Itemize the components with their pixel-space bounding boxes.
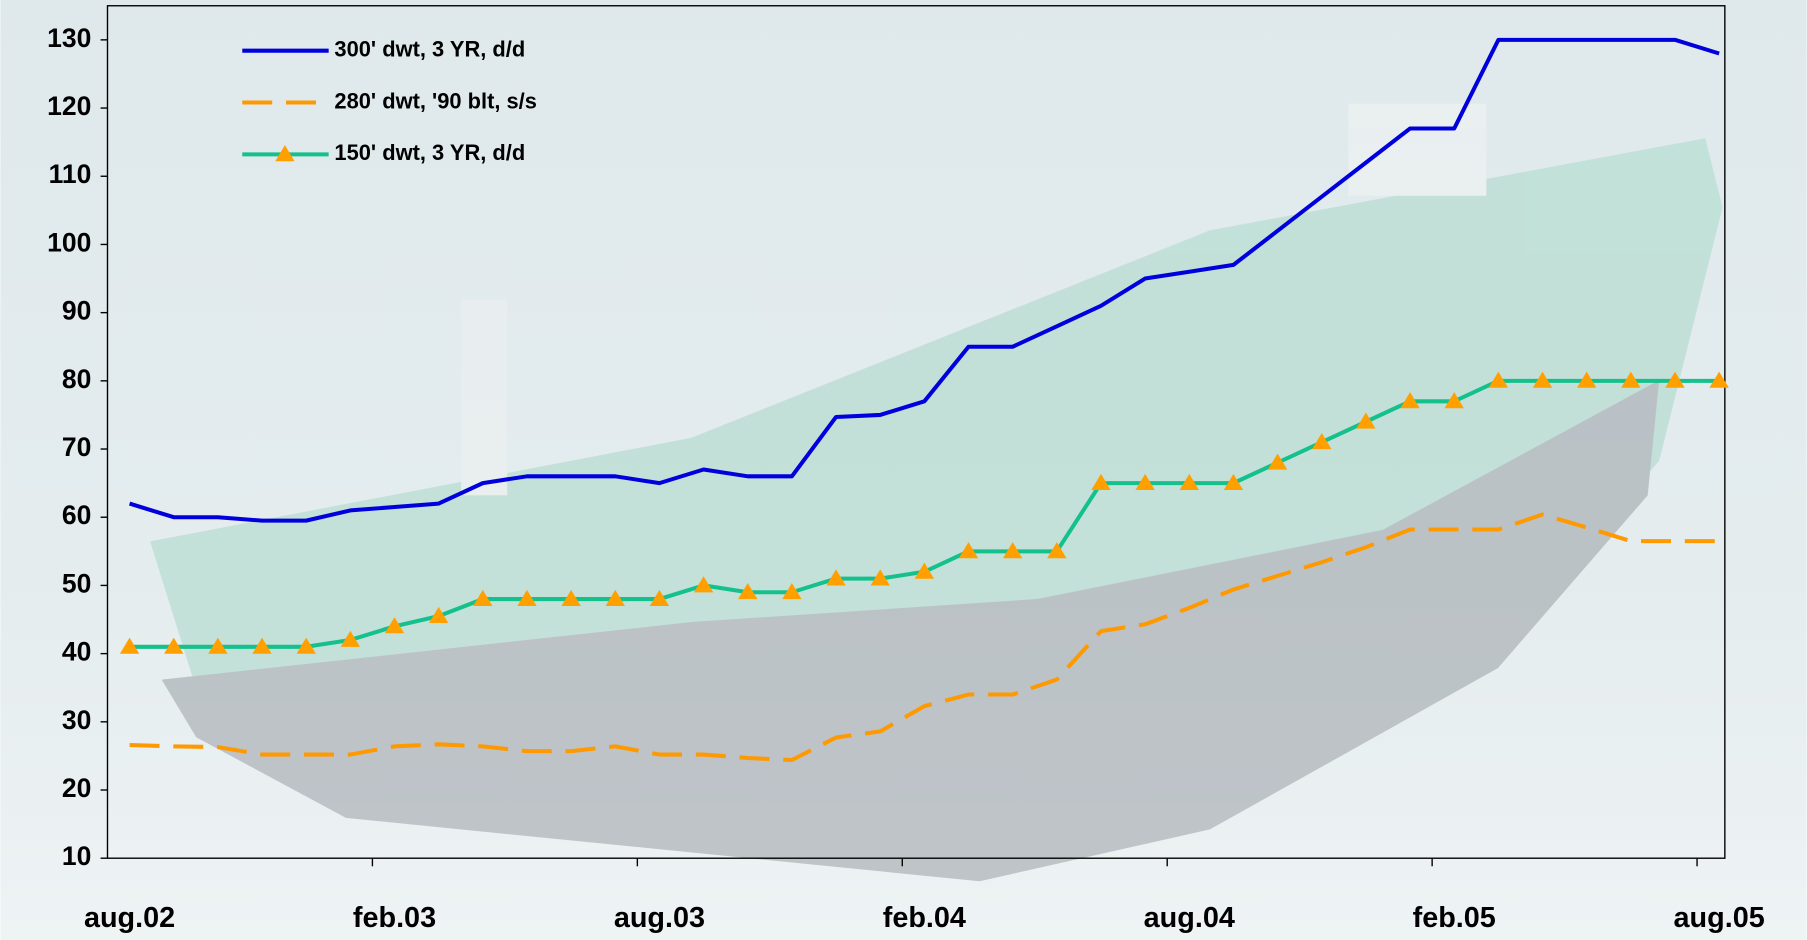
- y-tick-label: 30: [62, 705, 91, 735]
- point-marker: [1665, 371, 1685, 388]
- legend: 300' dwt, 3 YR, d/d 280' dwt, '90 blt, s/…: [242, 36, 537, 165]
- point-marker: [1267, 453, 1288, 470]
- y-tick-label: 130: [47, 23, 91, 53]
- point-marker: [1621, 371, 1641, 388]
- y-tick-label: 70: [62, 432, 91, 462]
- y-tick-label: 20: [62, 773, 91, 803]
- x-tick-label: aug.05: [1674, 902, 1765, 934]
- y-tick-label: 10: [62, 841, 91, 871]
- point-marker: [1091, 473, 1111, 491]
- point-marker: [914, 562, 935, 579]
- series-line: [128, 37, 1720, 523]
- y-tick-label: 50: [62, 568, 91, 598]
- y-tick-label: 60: [62, 500, 91, 530]
- point-marker: [340, 630, 361, 647]
- legend-label: 150' dwt, 3 YR, d/d: [334, 140, 525, 165]
- point-marker: [1400, 392, 1420, 409]
- y-tick-label: 40: [62, 637, 91, 667]
- point-marker: [119, 637, 140, 654]
- point-marker: [428, 606, 449, 624]
- point-marker: [208, 637, 228, 654]
- point-marker: [1532, 371, 1553, 388]
- point-marker: [473, 589, 493, 606]
- point-marker: [958, 542, 979, 559]
- series-line: [129, 512, 1720, 763]
- point-marker: [1312, 432, 1332, 450]
- point-marker: [605, 589, 625, 606]
- point-marker: [1223, 473, 1244, 491]
- point-marker: [1444, 392, 1464, 409]
- point-marker: [1488, 371, 1509, 388]
- x-tick-label: aug.02: [84, 902, 175, 934]
- x-tick-label: aug.03: [614, 902, 705, 934]
- point-marker: [296, 637, 316, 654]
- point-marker: [384, 617, 405, 634]
- point-marker: [517, 589, 537, 606]
- point-marker: [1135, 473, 1155, 491]
- x-tick-label: feb.03: [353, 902, 436, 934]
- point-marker: [738, 583, 758, 600]
- point-marker: [164, 637, 184, 654]
- x-tick-label: aug.04: [1144, 902, 1235, 934]
- plot-frame: [106, 5, 1726, 859]
- point-marker: [1356, 412, 1376, 429]
- point-marker: [1576, 371, 1597, 388]
- point-marker: [649, 589, 670, 606]
- point-marker: [870, 569, 890, 586]
- point-marker: [1179, 473, 1199, 491]
- point-marker: [561, 589, 581, 606]
- point-marker: [252, 637, 272, 654]
- point-marker: [1047, 542, 1067, 559]
- point-marker: [693, 576, 714, 593]
- y-tick-label: 80: [62, 364, 91, 394]
- point-marker: [1002, 542, 1023, 559]
- point-marker: [826, 569, 846, 586]
- x-tick-label: feb.05: [1413, 902, 1496, 934]
- ship-photo: [150, 103, 1723, 882]
- y-tick-label: 110: [49, 159, 92, 189]
- y-tick-label: 120: [47, 91, 91, 121]
- legend-marker: [275, 145, 295, 162]
- y-tick-label: 90: [62, 296, 91, 326]
- point-marker: [1709, 371, 1729, 388]
- legend-label: 300' dwt, 3 YR, d/d: [334, 36, 525, 61]
- point-marker: [782, 583, 802, 600]
- y-tick-label: 100: [47, 227, 91, 257]
- legend-label: 280' dwt, '90 blt, s/s: [334, 88, 537, 113]
- x-tick-label: feb.04: [883, 902, 966, 934]
